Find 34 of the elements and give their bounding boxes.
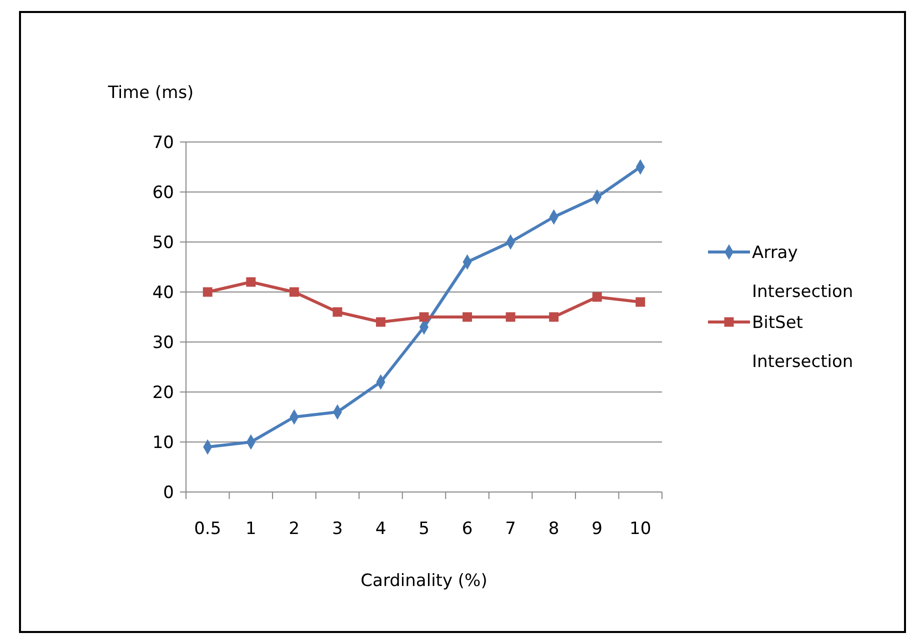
- y-tick-label: 50: [152, 232, 174, 253]
- y-tick-label: 0: [163, 482, 174, 503]
- x-tick-label: 5: [418, 519, 430, 539]
- y-tick-label: 70: [152, 132, 174, 153]
- point: [592, 292, 602, 302]
- point: [419, 312, 429, 322]
- x-tick-label: 1: [245, 519, 256, 539]
- point: [376, 317, 386, 327]
- x-tick-label: 0.5: [194, 519, 222, 539]
- y-tick-label: 20: [152, 382, 174, 403]
- x-tick-label: 4: [375, 519, 386, 539]
- legend-label: BitSet Intersection: [752, 313, 854, 372]
- x-tick-label: 6: [462, 519, 473, 539]
- point: [289, 287, 299, 297]
- y-tick-label: 60: [152, 182, 174, 203]
- point: [549, 312, 559, 322]
- x-axis-title: Cardinality (%): [360, 571, 488, 591]
- point: [506, 312, 516, 322]
- x-tick-label: 2: [288, 519, 300, 539]
- point: [246, 277, 256, 287]
- y-axis-title: Time (ms): [107, 83, 194, 103]
- x-tick-label: 10: [630, 519, 652, 539]
- y-tick-label: 10: [152, 432, 174, 453]
- x-tick-label: 3: [332, 519, 343, 539]
- y-tick-label: 40: [152, 282, 174, 303]
- x-tick-label: 9: [592, 519, 603, 539]
- point: [636, 297, 646, 307]
- x-tick-label: 8: [548, 519, 560, 539]
- legend-label: Array Intersection: [752, 243, 854, 302]
- point: [202, 287, 212, 297]
- x-tick-label: 7: [505, 519, 516, 539]
- point: [462, 312, 472, 322]
- y-tick-label: 30: [152, 332, 174, 353]
- point: [332, 307, 342, 317]
